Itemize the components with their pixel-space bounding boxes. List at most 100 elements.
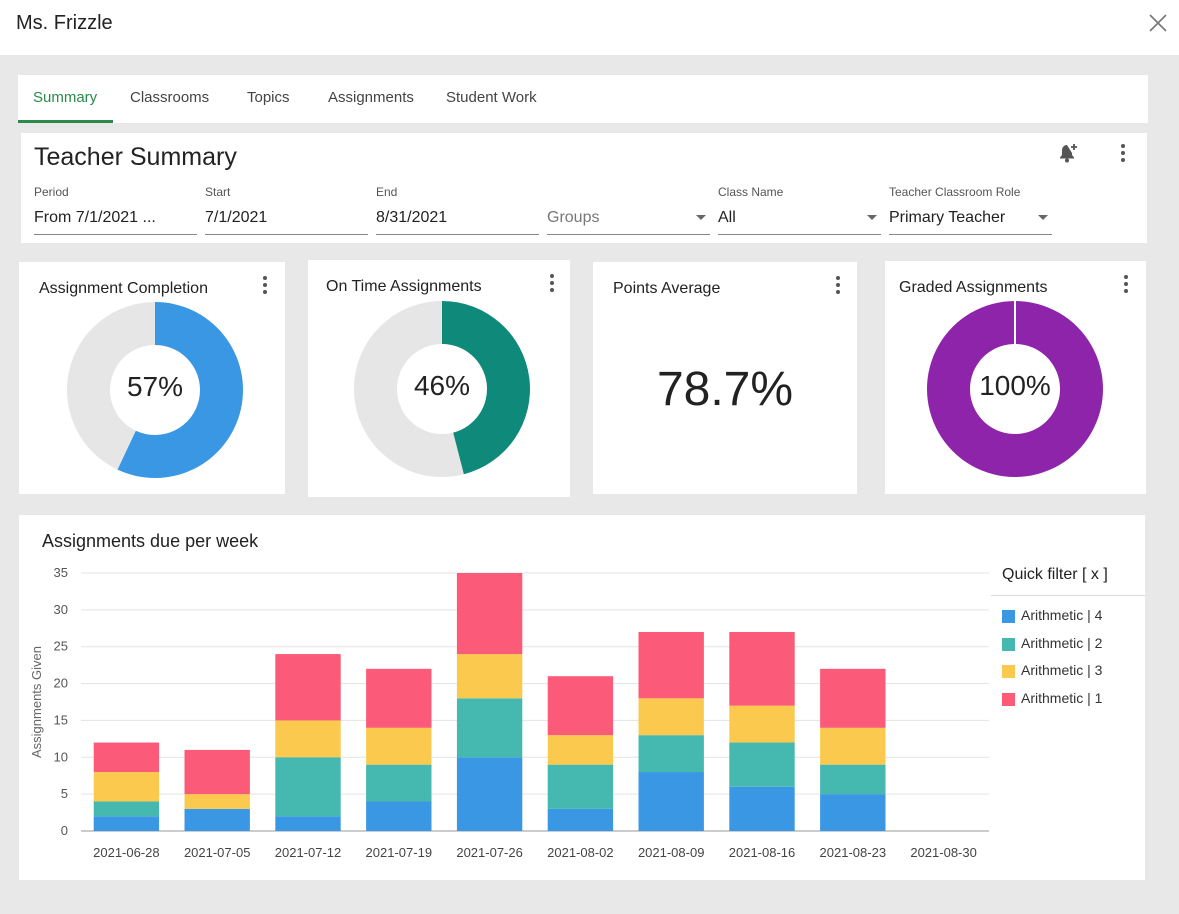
chart-title: Assignments due per week — [42, 531, 259, 551]
tab-assignments[interactable]: Assignments — [328, 89, 414, 106]
x-tick-label: 2021-08-23 — [820, 845, 887, 860]
x-tick-label: 2021-08-09 — [638, 845, 705, 860]
more-options-icon[interactable] — [1111, 141, 1135, 165]
bar-segment — [729, 631, 795, 706]
end-date-input[interactable]: 8/31/2021 — [376, 203, 539, 235]
bar-segment — [547, 764, 614, 809]
y-tick-label: 30 — [54, 602, 68, 617]
more-options-icon[interactable] — [830, 274, 846, 296]
bar-segment — [638, 698, 704, 736]
period-field[interactable]: Period From 7/1/2021 ... — [34, 185, 197, 235]
legend-label: Arithmetic | 3 — [1021, 662, 1103, 678]
quick-filter-clear-button[interactable]: Quick filter [ x ] — [1002, 566, 1108, 583]
groups-placeholder[interactable]: Groups — [547, 203, 710, 235]
more-options-icon[interactable] — [257, 274, 273, 296]
close-icon[interactable] — [1147, 12, 1169, 34]
y-tick-label: 15 — [54, 712, 68, 727]
more-options-icon[interactable] — [544, 272, 560, 294]
donut-segment-value — [442, 301, 531, 475]
donut-segment-value — [117, 302, 243, 478]
end-label: End — [376, 185, 398, 199]
start-date-input[interactable]: 7/1/2021 — [205, 203, 368, 235]
x-tick-label: 2021-08-02 — [547, 845, 614, 860]
x-tick-label: 2021-08-30 — [910, 845, 977, 860]
bar-segment — [729, 786, 795, 831]
points-average-card: Points Average 78.7% — [593, 262, 857, 494]
completion-donut-chart — [66, 302, 243, 478]
legend-label: Arithmetic | 2 — [1021, 634, 1103, 651]
bar-segment — [820, 794, 886, 831]
graded-donut: 100% — [926, 300, 1104, 478]
start-label: Start — [205, 185, 231, 199]
x-tick-label: 2021-07-19 — [366, 845, 433, 860]
bar-segment — [820, 668, 886, 728]
graded-donut-chart — [926, 301, 1103, 477]
bar-segment — [729, 742, 795, 787]
teacher-summary-card: Teacher Summary Period From 7/1/2021 ...… — [21, 133, 1147, 243]
bar-segment — [366, 801, 432, 831]
class-name-select[interactable]: Class Name All — [718, 185, 881, 235]
teacher-role-label: Teacher Classroom Role — [889, 185, 1021, 199]
completion-percent: 57% — [126, 371, 184, 402]
x-tick-label: 2021-07-12 — [275, 845, 342, 860]
tab-bar: Summary Classrooms Topics Assignments St… — [18, 75, 1148, 123]
window-title: Ms. Frizzle — [16, 12, 113, 34]
bar-segment — [638, 735, 704, 773]
on-time-donut-chart — [354, 301, 531, 477]
on-time-percent: 46% — [413, 370, 471, 401]
bar-segment — [275, 757, 341, 817]
assignment-completion-card: Assignment Completion 57% — [19, 262, 285, 494]
period-value[interactable]: From 7/1/2021 ... — [34, 203, 197, 235]
bar-segment — [820, 764, 886, 795]
class-name-value[interactable]: All — [718, 203, 881, 235]
chevron-down-icon[interactable] — [867, 215, 877, 220]
teacher-role-value[interactable]: Primary Teacher — [889, 203, 1052, 235]
more-options-icon[interactable] — [1118, 273, 1134, 295]
y-tick-label: 20 — [54, 676, 68, 691]
bar-segment — [456, 757, 523, 831]
add-notification-bell-icon[interactable] — [1056, 141, 1080, 165]
tab-student-work[interactable]: Student Work — [446, 89, 537, 106]
chevron-down-icon[interactable] — [1038, 215, 1048, 220]
bar-segment — [275, 816, 341, 831]
class-name-label: Class Name — [718, 185, 784, 199]
on-time-donut: 46% — [353, 300, 531, 478]
graded-assignments-card: Graded Assignments 100% — [885, 261, 1146, 494]
bar-segment — [93, 772, 160, 802]
donut-segment-remainder — [354, 301, 464, 477]
groups-select[interactable]: Groups — [547, 185, 710, 235]
bar-segment — [547, 808, 614, 831]
bar-segment — [456, 698, 523, 758]
bar-segment — [729, 705, 795, 743]
active-tab-indicator — [18, 120, 113, 123]
groups-label — [547, 185, 710, 203]
legend-divider — [991, 595, 1145, 596]
legend-label: Arithmetic | 1 — [1021, 689, 1103, 706]
page-title: Teacher Summary — [34, 143, 237, 171]
y-tick-label: 10 — [54, 749, 68, 764]
end-date-field[interactable]: End 8/31/2021 — [376, 185, 539, 235]
bar-segment — [638, 772, 704, 831]
legend-swatch — [1002, 665, 1015, 678]
legend-swatch — [1002, 610, 1015, 623]
bar-segment — [366, 727, 432, 765]
x-tick-label: 2021-07-26 — [456, 845, 523, 860]
legend-swatch — [1002, 692, 1015, 706]
start-date-field[interactable]: Start 7/1/2021 — [205, 185, 368, 235]
bar-segment — [547, 676, 614, 736]
tab-topics[interactable]: Topics — [247, 89, 290, 106]
tab-summary[interactable]: Summary — [33, 89, 98, 106]
bar-segment — [184, 794, 250, 809]
chevron-down-icon[interactable] — [696, 215, 706, 220]
bar-segment — [184, 808, 250, 831]
graded-percent: 100% — [979, 370, 1051, 401]
bar-segment — [275, 654, 341, 721]
x-tick-label: 2021-06-28 — [93, 845, 160, 860]
bar-segment — [456, 573, 523, 655]
y-tick-label: 35 — [54, 565, 68, 580]
bar-segment — [93, 801, 160, 817]
bar-segment — [93, 816, 160, 831]
teacher-role-select[interactable]: Teacher Classroom Role Primary Teacher — [889, 185, 1052, 235]
tab-classrooms[interactable]: Classrooms — [130, 89, 210, 106]
bar-segment — [547, 735, 614, 765]
